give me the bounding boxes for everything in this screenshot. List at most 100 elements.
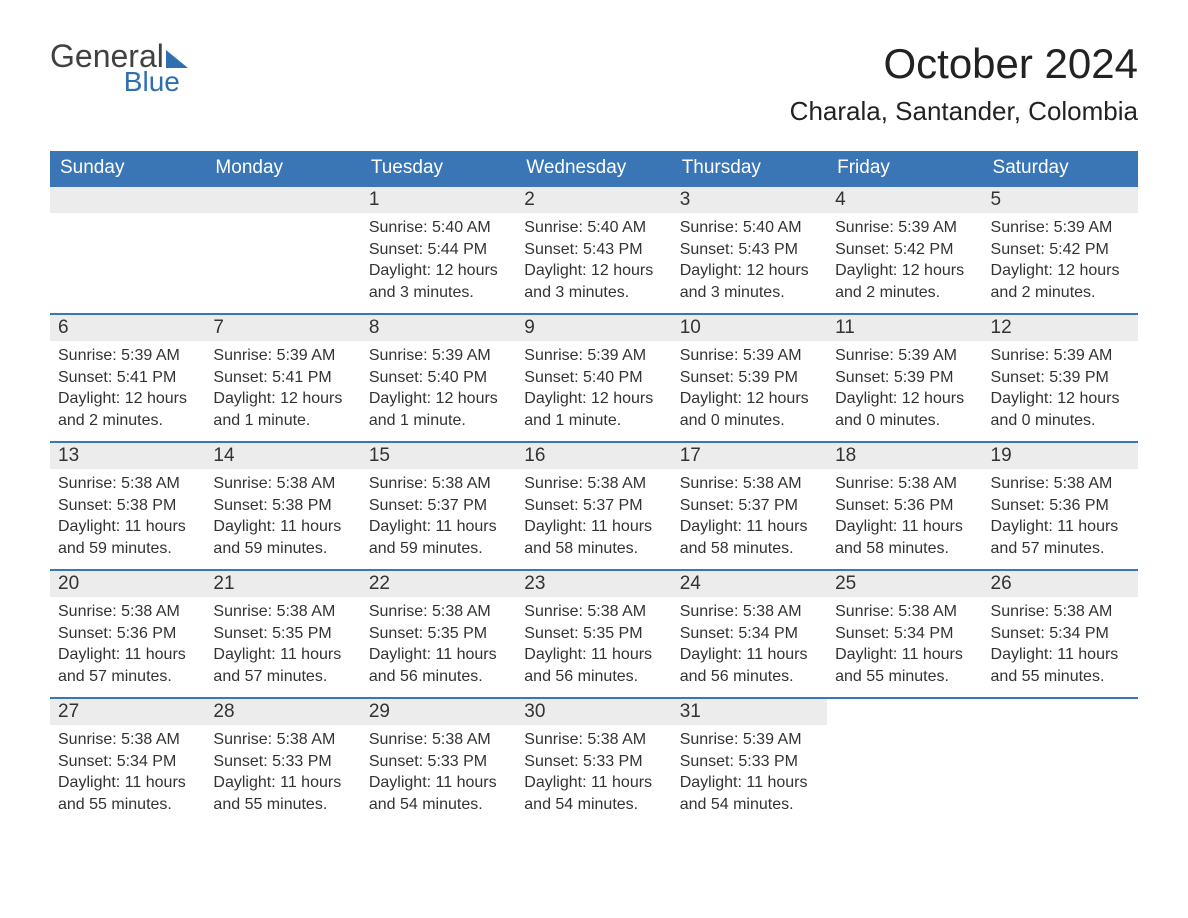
- sunrise-line: Sunrise: 5:39 AM: [835, 217, 974, 239]
- sunset-line: Sunset: 5:44 PM: [369, 239, 508, 261]
- day-details: Sunrise: 5:40 AMSunset: 5:43 PMDaylight:…: [516, 213, 671, 311]
- day-number: 27: [50, 697, 205, 725]
- calendar-cell: [50, 185, 205, 313]
- day-number: 25: [827, 569, 982, 597]
- day-number: 2: [516, 185, 671, 213]
- day-details: Sunrise: 5:38 AMSunset: 5:36 PMDaylight:…: [827, 469, 982, 567]
- day-details: Sunrise: 5:39 AMSunset: 5:33 PMDaylight:…: [672, 725, 827, 823]
- day-details: Sunrise: 5:38 AMSunset: 5:34 PMDaylight:…: [50, 725, 205, 823]
- day-number: 20: [50, 569, 205, 597]
- sunrise-line: Sunrise: 5:39 AM: [58, 345, 197, 367]
- calendar-cell: 18Sunrise: 5:38 AMSunset: 5:36 PMDayligh…: [827, 441, 982, 569]
- day-number: 5: [983, 185, 1138, 213]
- calendar-cell: 24Sunrise: 5:38 AMSunset: 5:34 PMDayligh…: [672, 569, 827, 697]
- sunset-line: Sunset: 5:38 PM: [213, 495, 352, 517]
- calendar-cell: 12Sunrise: 5:39 AMSunset: 5:39 PMDayligh…: [983, 313, 1138, 441]
- day-number: 30: [516, 697, 671, 725]
- location: Charala, Santander, Colombia: [790, 96, 1138, 127]
- sunrise-line: Sunrise: 5:39 AM: [991, 217, 1130, 239]
- daylight-line: Daylight: 11 hours and 58 minutes.: [835, 516, 974, 559]
- daylight-line: Daylight: 11 hours and 59 minutes.: [213, 516, 352, 559]
- sunset-line: Sunset: 5:39 PM: [835, 367, 974, 389]
- daylight-line: Daylight: 12 hours and 1 minute.: [524, 388, 663, 431]
- calendar-cell: 31Sunrise: 5:39 AMSunset: 5:33 PMDayligh…: [672, 697, 827, 825]
- day-number: 14: [205, 441, 360, 469]
- calendar-cell: 26Sunrise: 5:38 AMSunset: 5:34 PMDayligh…: [983, 569, 1138, 697]
- sunrise-line: Sunrise: 5:39 AM: [369, 345, 508, 367]
- sunset-line: Sunset: 5:36 PM: [835, 495, 974, 517]
- calendar-header-row: SundayMondayTuesdayWednesdayThursdayFrid…: [50, 151, 1138, 185]
- sunset-line: Sunset: 5:40 PM: [369, 367, 508, 389]
- daylight-line: Daylight: 11 hours and 58 minutes.: [524, 516, 663, 559]
- sunrise-line: Sunrise: 5:39 AM: [835, 345, 974, 367]
- sunrise-line: Sunrise: 5:38 AM: [369, 473, 508, 495]
- day-details: Sunrise: 5:38 AMSunset: 5:35 PMDaylight:…: [361, 597, 516, 695]
- day-details: Sunrise: 5:39 AMSunset: 5:40 PMDaylight:…: [516, 341, 671, 439]
- daylight-line: Daylight: 12 hours and 2 minutes.: [58, 388, 197, 431]
- sunrise-line: Sunrise: 5:38 AM: [213, 601, 352, 623]
- sunrise-line: Sunrise: 5:39 AM: [524, 345, 663, 367]
- daylight-line: Daylight: 12 hours and 3 minutes.: [680, 260, 819, 303]
- day-details: Sunrise: 5:40 AMSunset: 5:44 PMDaylight:…: [361, 213, 516, 311]
- sunrise-line: Sunrise: 5:40 AM: [680, 217, 819, 239]
- calendar-cell: 27Sunrise: 5:38 AMSunset: 5:34 PMDayligh…: [50, 697, 205, 825]
- day-details: Sunrise: 5:39 AMSunset: 5:42 PMDaylight:…: [983, 213, 1138, 311]
- calendar-cell: 29Sunrise: 5:38 AMSunset: 5:33 PMDayligh…: [361, 697, 516, 825]
- sunrise-line: Sunrise: 5:38 AM: [991, 473, 1130, 495]
- sunrise-line: Sunrise: 5:38 AM: [680, 601, 819, 623]
- day-details: Sunrise: 5:40 AMSunset: 5:43 PMDaylight:…: [672, 213, 827, 311]
- day-details: Sunrise: 5:38 AMSunset: 5:38 PMDaylight:…: [205, 469, 360, 567]
- day-number: 17: [672, 441, 827, 469]
- weekday-header: Tuesday: [361, 151, 516, 185]
- day-number: 28: [205, 697, 360, 725]
- calendar-cell: 11Sunrise: 5:39 AMSunset: 5:39 PMDayligh…: [827, 313, 982, 441]
- daylight-line: Daylight: 11 hours and 55 minutes.: [213, 772, 352, 815]
- calendar-cell: 14Sunrise: 5:38 AMSunset: 5:38 PMDayligh…: [205, 441, 360, 569]
- daylight-line: Daylight: 12 hours and 2 minutes.: [991, 260, 1130, 303]
- daylight-line: Daylight: 12 hours and 2 minutes.: [835, 260, 974, 303]
- day-number: 29: [361, 697, 516, 725]
- calendar-cell: [983, 697, 1138, 825]
- calendar-cell: 30Sunrise: 5:38 AMSunset: 5:33 PMDayligh…: [516, 697, 671, 825]
- daylight-line: Daylight: 11 hours and 56 minutes.: [680, 644, 819, 687]
- sunrise-line: Sunrise: 5:38 AM: [213, 473, 352, 495]
- sunset-line: Sunset: 5:34 PM: [991, 623, 1130, 645]
- calendar-cell: 21Sunrise: 5:38 AMSunset: 5:35 PMDayligh…: [205, 569, 360, 697]
- day-details: Sunrise: 5:39 AMSunset: 5:41 PMDaylight:…: [50, 341, 205, 439]
- calendar-cell: 5Sunrise: 5:39 AMSunset: 5:42 PMDaylight…: [983, 185, 1138, 313]
- sunrise-line: Sunrise: 5:38 AM: [524, 473, 663, 495]
- sunset-line: Sunset: 5:42 PM: [991, 239, 1130, 261]
- logo-blue-text: Blue: [124, 68, 180, 96]
- day-number: 3: [672, 185, 827, 213]
- day-number: 24: [672, 569, 827, 597]
- day-number: 15: [361, 441, 516, 469]
- daylight-line: Daylight: 11 hours and 55 minutes.: [835, 644, 974, 687]
- calendar-cell: 17Sunrise: 5:38 AMSunset: 5:37 PMDayligh…: [672, 441, 827, 569]
- day-number: 19: [983, 441, 1138, 469]
- day-details: Sunrise: 5:38 AMSunset: 5:37 PMDaylight:…: [672, 469, 827, 567]
- sunrise-line: Sunrise: 5:38 AM: [58, 473, 197, 495]
- sunset-line: Sunset: 5:34 PM: [58, 751, 197, 773]
- day-number: 10: [672, 313, 827, 341]
- weekday-header: Sunday: [50, 151, 205, 185]
- day-number: 6: [50, 313, 205, 341]
- day-details: Sunrise: 5:38 AMSunset: 5:34 PMDaylight:…: [672, 597, 827, 695]
- daylight-line: Daylight: 11 hours and 58 minutes.: [680, 516, 819, 559]
- day-number: 1: [361, 185, 516, 213]
- sunset-line: Sunset: 5:34 PM: [680, 623, 819, 645]
- header: General Blue October 2024 Charala, Santa…: [50, 40, 1138, 127]
- day-details: Sunrise: 5:38 AMSunset: 5:35 PMDaylight:…: [205, 597, 360, 695]
- day-details: Sunrise: 5:38 AMSunset: 5:34 PMDaylight:…: [827, 597, 982, 695]
- calendar-cell: 20Sunrise: 5:38 AMSunset: 5:36 PMDayligh…: [50, 569, 205, 697]
- calendar-cell: 8Sunrise: 5:39 AMSunset: 5:40 PMDaylight…: [361, 313, 516, 441]
- sunrise-line: Sunrise: 5:39 AM: [991, 345, 1130, 367]
- sunrise-line: Sunrise: 5:39 AM: [680, 729, 819, 751]
- day-number: 13: [50, 441, 205, 469]
- sunrise-line: Sunrise: 5:38 AM: [524, 601, 663, 623]
- daylight-line: Daylight: 12 hours and 1 minute.: [213, 388, 352, 431]
- calendar-cell: 19Sunrise: 5:38 AMSunset: 5:36 PMDayligh…: [983, 441, 1138, 569]
- daylight-line: Daylight: 11 hours and 59 minutes.: [369, 516, 508, 559]
- daylight-line: Daylight: 11 hours and 54 minutes.: [524, 772, 663, 815]
- daylight-line: Daylight: 11 hours and 56 minutes.: [369, 644, 508, 687]
- sunset-line: Sunset: 5:33 PM: [213, 751, 352, 773]
